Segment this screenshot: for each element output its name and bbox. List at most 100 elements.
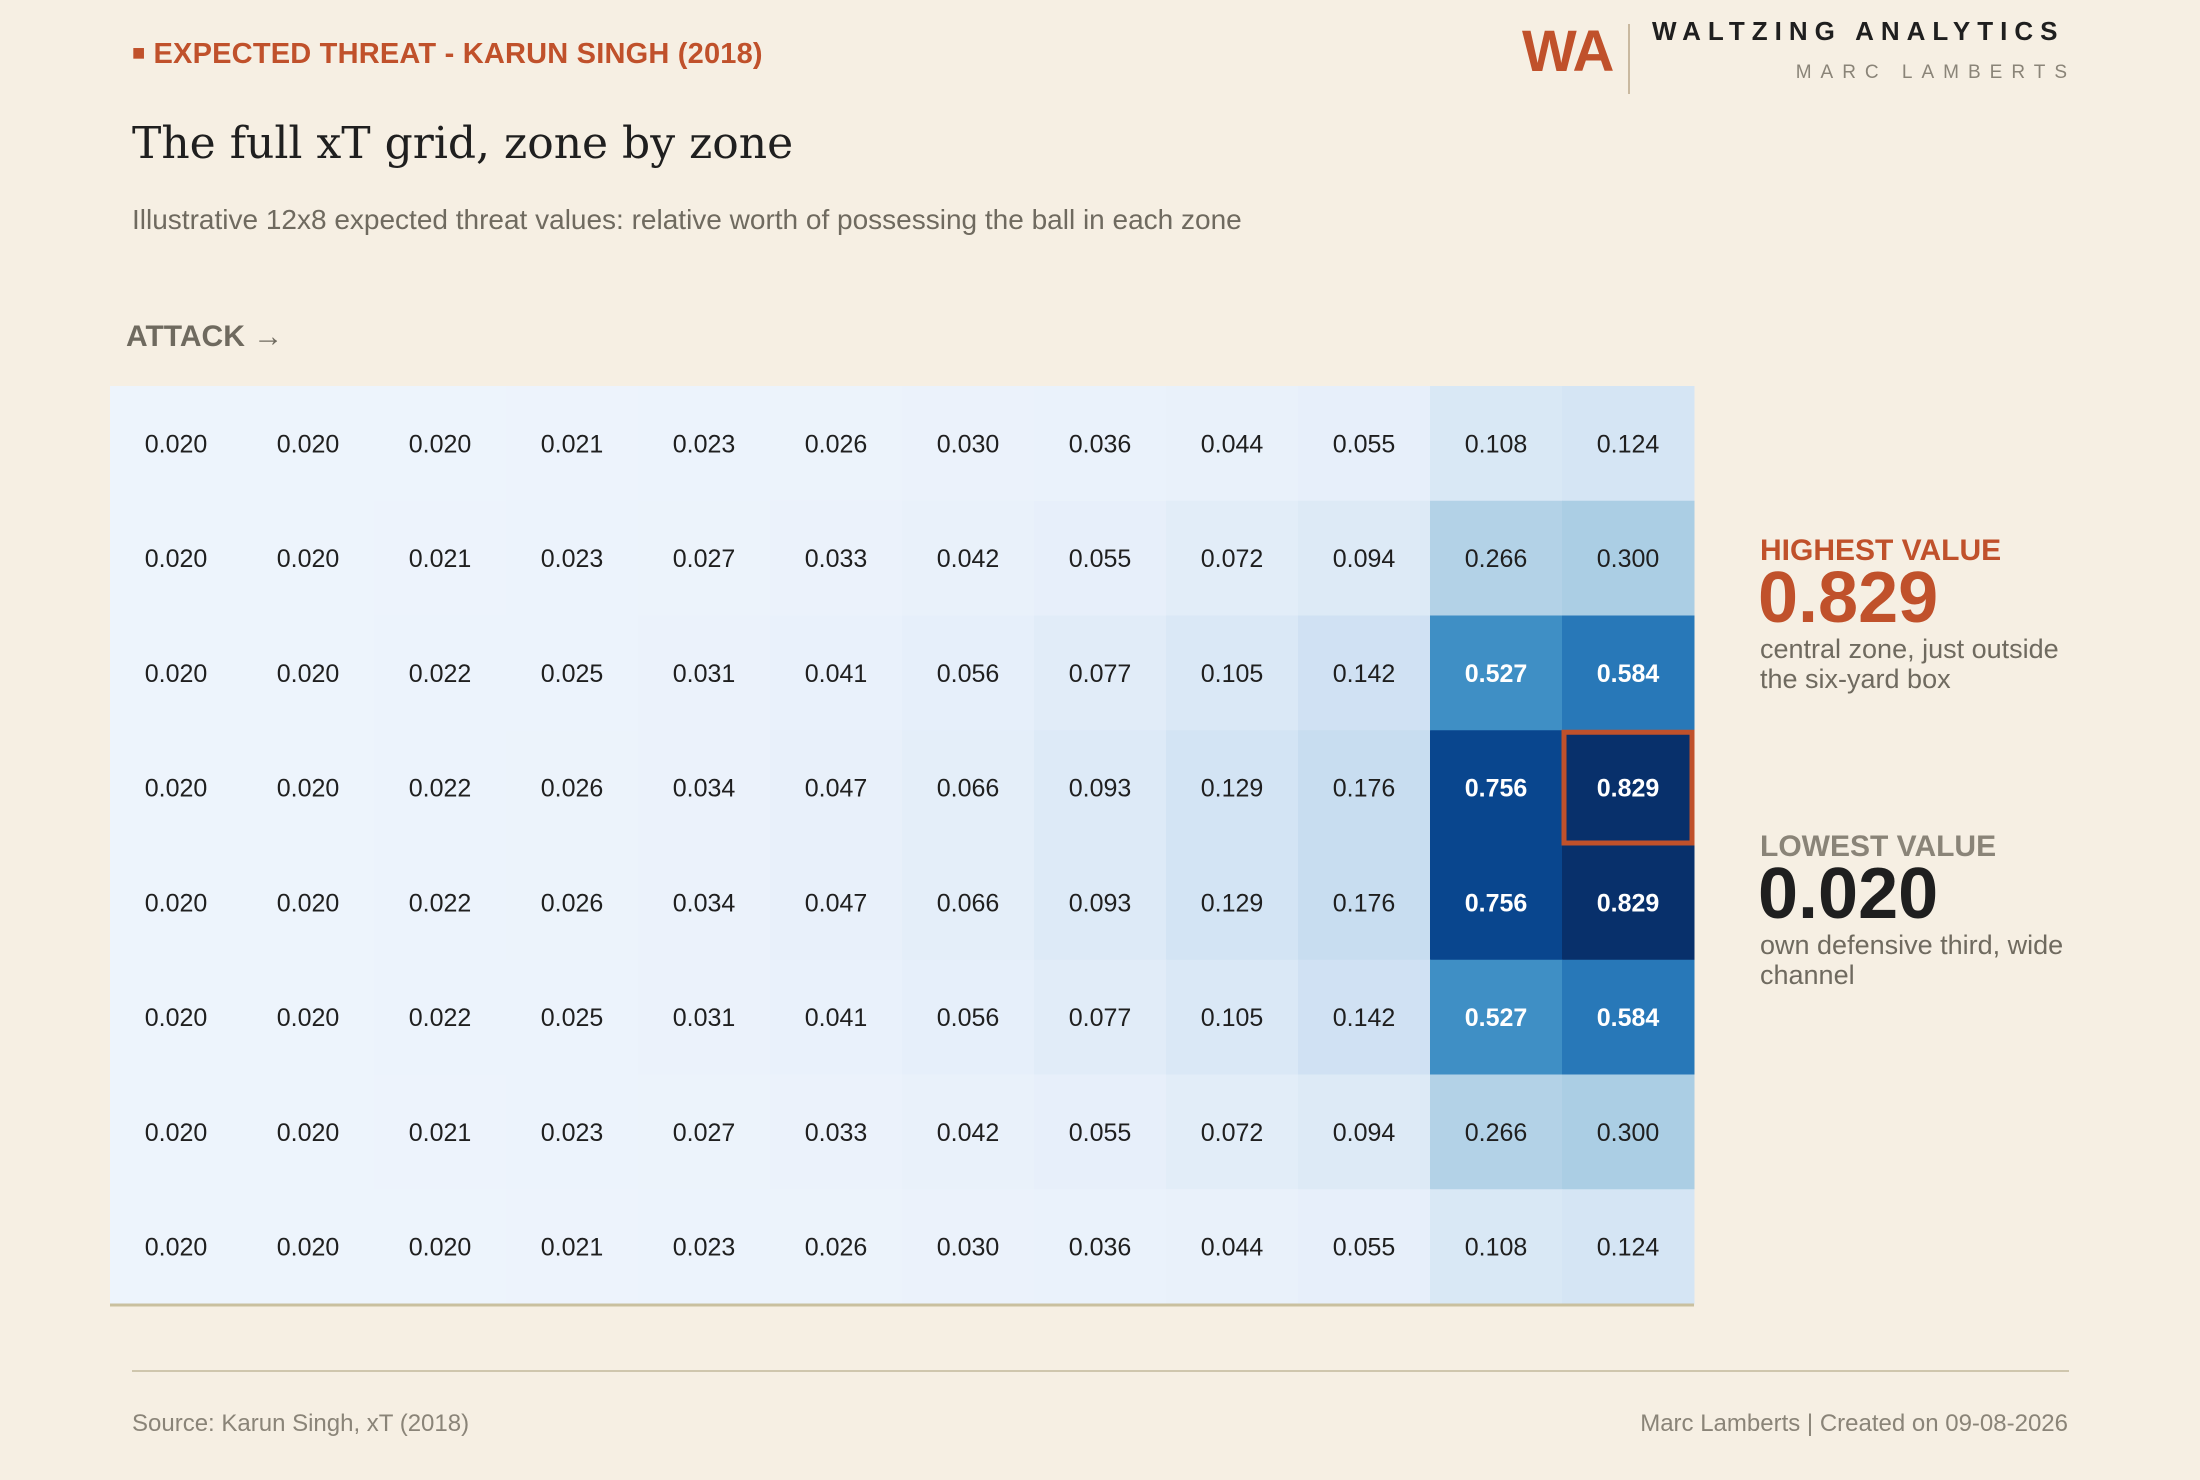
kicker-text: EXPECTED THREAT - KARUN SINGH (2018) — [153, 38, 763, 70]
heatmap-value-r1-c12: 0.124 — [1597, 430, 1660, 458]
heatmap-cell-r6-c1 — [110, 959, 243, 1075]
heatmap-value-r8-c4: 0.021 — [541, 1234, 604, 1262]
heatmap-cell-r7-c6 — [770, 1074, 903, 1190]
heatmap-value-r8-c6: 0.026 — [805, 1234, 868, 1262]
heatmap-cell-r1-c2 — [242, 386, 375, 502]
heatmap-cell-r6-c5 — [638, 959, 771, 1075]
heatmap-cell-r4-c8 — [1034, 730, 1167, 846]
heatmap-value-r4-c1: 0.020 — [145, 775, 208, 803]
heatmap-cell-r5-c11 — [1430, 845, 1563, 961]
heatmap-value-r4-c11: 0.756 — [1465, 775, 1528, 803]
heatmap-cell-r5-c10 — [1298, 845, 1431, 961]
heatmap-cell-r3-c3 — [374, 615, 507, 731]
heatmap-cell-r4-c3 — [374, 730, 507, 846]
heatmap-value-r7-c9: 0.072 — [1201, 1119, 1264, 1147]
heatmap-cell-r4-c1 — [110, 730, 243, 846]
heatmap-cell-r1-c5 — [638, 386, 771, 502]
heatmap-value-r7-c8: 0.055 — [1069, 1119, 1132, 1147]
heatmap-cell-r7-c4 — [506, 1074, 639, 1190]
heatmap-cell-r6-c12 — [1562, 959, 1695, 1075]
heatmap-value-r7-c11: 0.266 — [1465, 1119, 1528, 1147]
lowest-value-number: 0.020 — [1758, 854, 1939, 934]
heatmap-value-r5-c12: 0.829 — [1597, 889, 1660, 917]
heatmap-value-r3-c9: 0.105 — [1201, 660, 1264, 688]
heatmap-value-r1-c11: 0.108 — [1465, 430, 1528, 458]
heatmap-value-r7-c3: 0.021 — [409, 1119, 472, 1147]
heatmap-cell-r2-c8 — [1034, 500, 1167, 616]
chart-title: The full xT grid, zone by zone — [132, 118, 794, 169]
heatmap-value-r6-c10: 0.142 — [1333, 1004, 1396, 1032]
heatmap-value-r5-c4: 0.026 — [541, 889, 604, 917]
heatmap-value-r1-c2: 0.020 — [277, 430, 340, 458]
heatmap-cell-r2-c11 — [1430, 500, 1563, 616]
highest-value-number: 0.829 — [1758, 558, 1939, 638]
heatmap-cell-r7-c11 — [1430, 1074, 1563, 1190]
heatmap-value-r2-c10: 0.094 — [1333, 545, 1396, 573]
heatmap-cell-r3-c11 — [1430, 615, 1563, 731]
heatmap-cell-r7-c1 — [110, 1074, 243, 1190]
heatmap-value-r7-c6: 0.033 — [805, 1119, 868, 1147]
heatmap-cell-r6-c6 — [770, 959, 903, 1075]
heatmap-value-r5-c3: 0.022 — [409, 889, 472, 917]
heatmap-value-r5-c5: 0.034 — [673, 889, 736, 917]
square-bullet-icon: ■ — [132, 40, 146, 65]
heatmap-value-r1-c4: 0.021 — [541, 430, 604, 458]
heatmap-value-r8-c10: 0.055 — [1333, 1234, 1396, 1262]
heatmap-value-r4-c6: 0.047 — [805, 775, 868, 803]
heatmap-value-r8-c8: 0.036 — [1069, 1234, 1132, 1262]
heatmap-cell-r3-c5 — [638, 615, 771, 731]
heatmap-cell-r5-c5 — [638, 845, 771, 961]
heatmap-cell-r8-c7 — [902, 1189, 1035, 1305]
heatmap-cell-r8-c4 — [506, 1189, 639, 1305]
footer-divider — [132, 1370, 2069, 1372]
heatmap-value-r6-c2: 0.020 — [277, 1004, 340, 1032]
heatmap-value-r8-c7: 0.030 — [937, 1234, 1000, 1262]
heatmap-value-r3-c8: 0.077 — [1069, 660, 1132, 688]
heatmap-cell-r8-c1 — [110, 1189, 243, 1305]
heatmap-value-r3-c3: 0.022 — [409, 660, 472, 688]
heatmap-value-r2-c6: 0.033 — [805, 545, 868, 573]
heatmap-value-r2-c1: 0.020 — [145, 545, 208, 573]
heatmap-value-r4-c3: 0.022 — [409, 775, 472, 803]
heatmap-cell-r2-c1 — [110, 500, 243, 616]
heatmap-cell-r1-c8 — [1034, 386, 1167, 502]
source-note: Source: Karun Singh, xT (2018) — [132, 1410, 470, 1437]
heatmap-value-r4-c7: 0.066 — [937, 775, 1000, 803]
heatmap-cell-r2-c3 — [374, 500, 507, 616]
heatmap-cell-r6-c4 — [506, 959, 639, 1075]
heatmap-value-r6-c7: 0.056 — [937, 1004, 1000, 1032]
heatmap-value-r4-c5: 0.034 — [673, 775, 736, 803]
heatmap-cell-r5-c3 — [374, 845, 507, 961]
heatmap-cell-r4-c10 — [1298, 730, 1431, 846]
lowest-value-label: LOWEST VALUE — [1760, 830, 1997, 863]
heatmap-value-r8-c1: 0.020 — [145, 1234, 208, 1262]
heatmap-value-r1-c3: 0.020 — [409, 430, 472, 458]
heatmap-cell-r8-c11 — [1430, 1189, 1563, 1305]
heatmap-cell-r3-c8 — [1034, 615, 1167, 731]
heatmap-value-r7-c2: 0.020 — [277, 1119, 340, 1147]
heatmap-cell-r8-c8 — [1034, 1189, 1167, 1305]
heatmap-value-r4-c4: 0.026 — [541, 775, 604, 803]
heatmap-cell-r6-c3 — [374, 959, 507, 1075]
highest-value-description: central zone, just outside the six-yard … — [1760, 634, 2059, 695]
heatmap-value-r2-c11: 0.266 — [1465, 545, 1528, 573]
heatmap-cell-r2-c6 — [770, 500, 903, 616]
heatmap-value-r8-c9: 0.044 — [1201, 1234, 1264, 1262]
heatmap-value-r8-c2: 0.020 — [277, 1234, 340, 1262]
heatmap-value-r2-c2: 0.020 — [277, 545, 340, 573]
heatmap-cell-r8-c9 — [1166, 1189, 1299, 1305]
heatmap-value-r5-c10: 0.176 — [1333, 889, 1396, 917]
heatmap-cell-r1-c7 — [902, 386, 1035, 502]
heatmap-cell-r5-c8 — [1034, 845, 1167, 961]
heatmap-value-r1-c8: 0.036 — [1069, 430, 1132, 458]
heatmap-value-r3-c5: 0.031 — [673, 660, 736, 688]
heatmap-value-r5-c11: 0.756 — [1465, 889, 1528, 917]
heatmap-cell-r1-c6 — [770, 386, 903, 502]
heatmap-cell-r3-c12 — [1562, 615, 1695, 731]
heatmap-cell-r2-c12 — [1562, 500, 1695, 616]
heatmap-cell-r3-c7 — [902, 615, 1035, 731]
heatmap-value-r2-c7: 0.042 — [937, 545, 1000, 573]
heatmap-cell-r6-c2 — [242, 959, 375, 1075]
heatmap-value-r3-c11: 0.527 — [1465, 660, 1528, 688]
heatmap-cell-r3-c9 — [1166, 615, 1299, 731]
